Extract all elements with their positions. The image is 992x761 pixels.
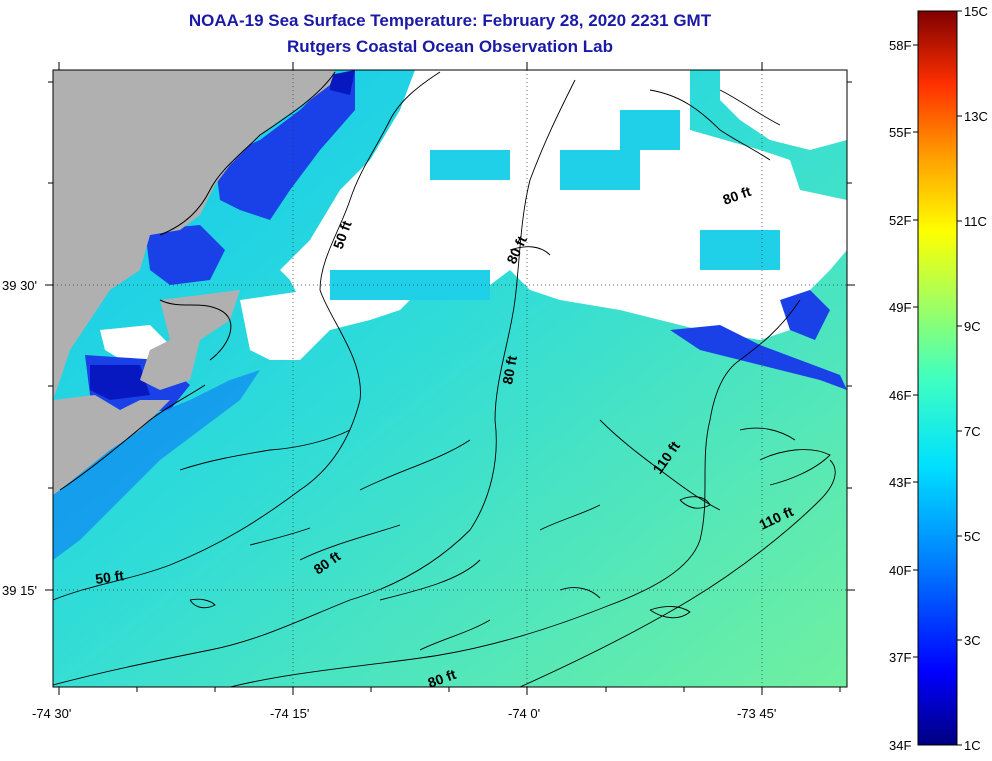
axis-ticks (45, 62, 855, 695)
colorbar-c-label: 11C (964, 214, 987, 229)
colorbar-f-label: 49F (889, 300, 911, 315)
map-frame (52, 69, 848, 688)
contour-label: 80 ft (499, 354, 520, 385)
lat-tick-label: 39 15' (2, 583, 37, 598)
graticule (53, 70, 847, 687)
colorbar-f-label: 43F (889, 475, 911, 490)
colorbar-c-label: 5C (964, 529, 981, 544)
colorbar-f-label: 37F (889, 650, 911, 665)
contour-label: 50 ft (94, 567, 125, 587)
colorbar-c-label: 7C (964, 424, 981, 439)
colorbar-f-label: 58F (889, 38, 911, 53)
colorbar-c-label: 1C (964, 738, 981, 753)
lat-tick-label: 39 30' (2, 278, 37, 293)
lon-tick-label: -74 0' (508, 706, 540, 721)
colorbar-fahrenheit-labels: 58F 55F 52F 49F 46F 43F 40F 37F 34F (889, 38, 911, 753)
lon-tick-label: -74 30' (32, 706, 71, 721)
colorbar-c-label: 15C (964, 4, 988, 19)
chart-title: NOAA-19 Sea Surface Temperature: Februar… (188, 11, 712, 30)
colorbar-c-label: 13C (964, 109, 988, 124)
bathymetry-contours (53, 71, 836, 687)
colorbar-f-label: 52F (889, 213, 911, 228)
colorbar-f-label: 46F (889, 388, 911, 403)
land-mass (53, 70, 335, 400)
colorbar-f-label: 34F (889, 738, 911, 753)
colorbar (917, 10, 958, 746)
colorbar-c-label: 9C (964, 319, 981, 334)
colorbar-f-label: 55F (889, 125, 911, 140)
lon-tick-label: -73 45' (737, 706, 776, 721)
colorbar-f-label: 40F (889, 563, 911, 578)
colorbar-celsius-labels: 15C 13C 11C 9C 7C 5C 3C 1C (964, 4, 988, 753)
chart-subtitle: Rutgers Coastal Ocean Observation Lab (287, 37, 613, 56)
colorbar-c-label: 3C (964, 633, 981, 648)
lon-tick-label: -74 15' (270, 706, 309, 721)
